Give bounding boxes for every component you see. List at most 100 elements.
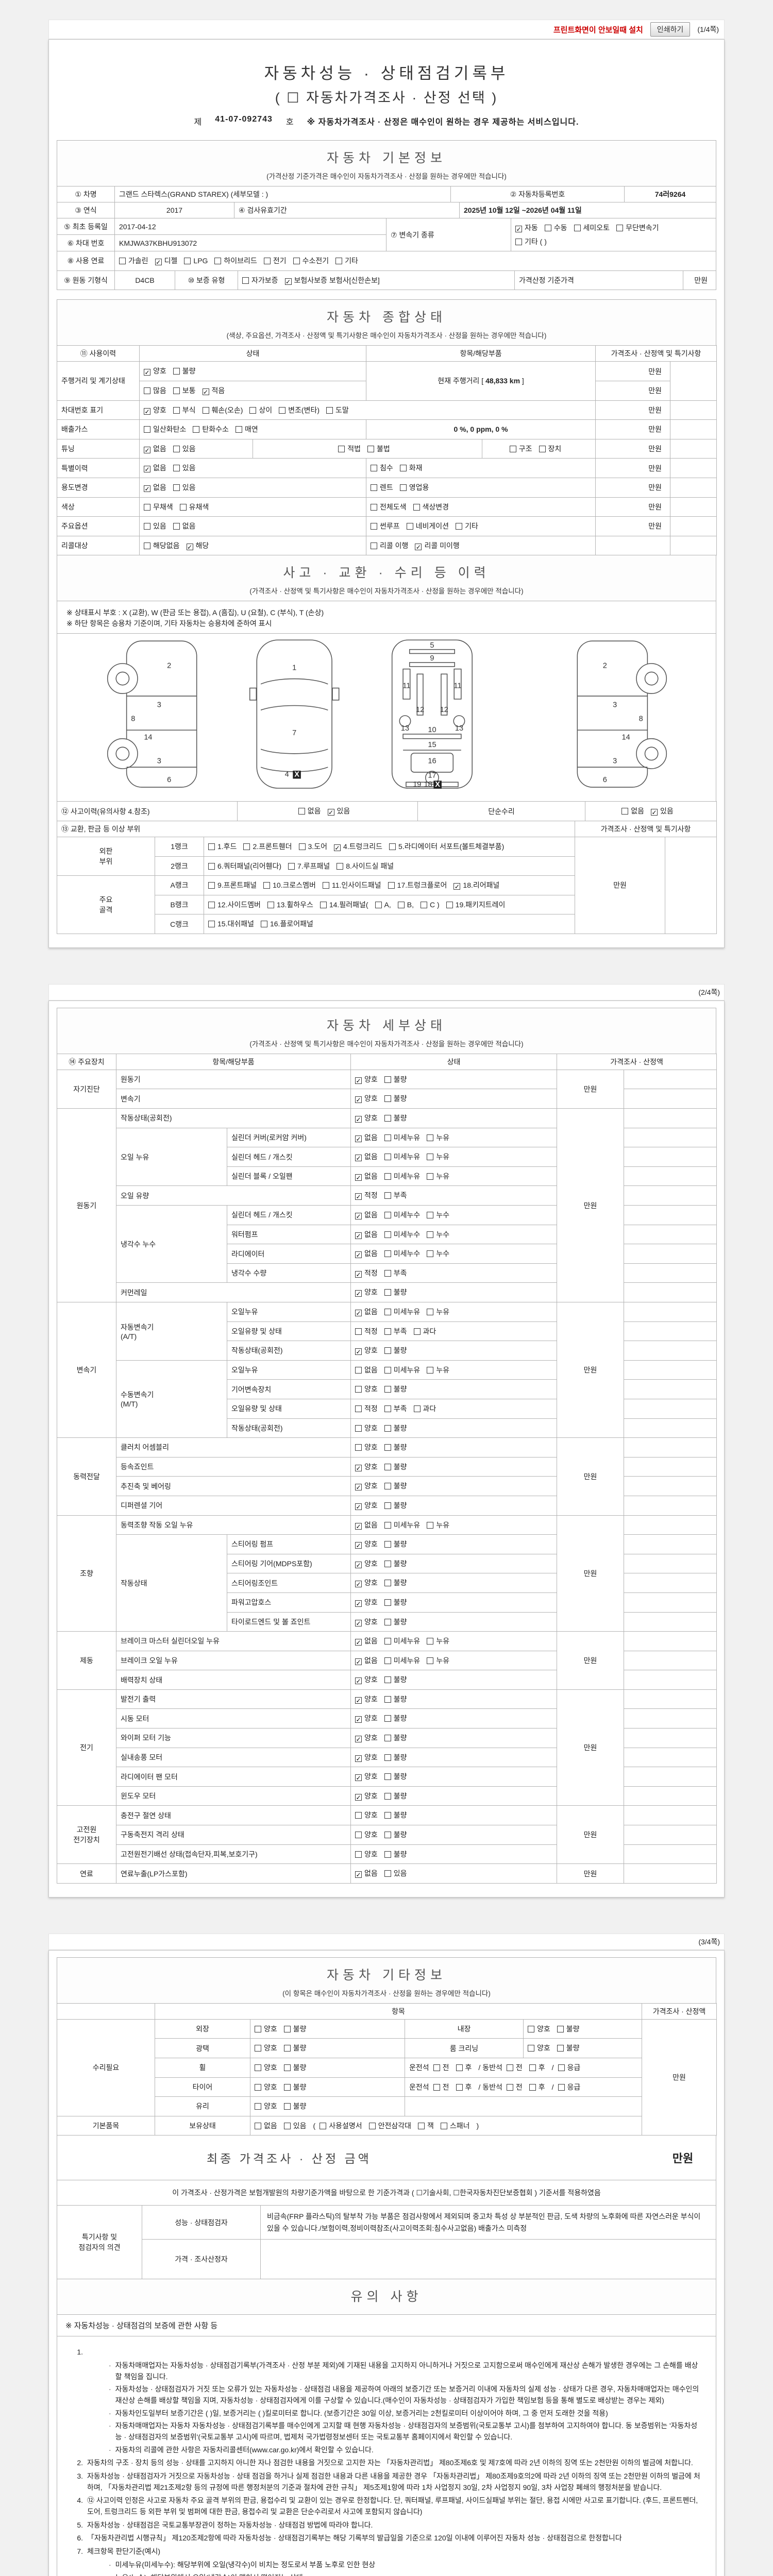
checkbox-unchecked[interactable] (338, 445, 345, 452)
checkbox-unchecked[interactable] (208, 862, 215, 870)
checkbox-unchecked[interactable] (384, 1347, 391, 1354)
checkbox-checked[interactable]: ✓ (355, 1658, 362, 1666)
checkbox-unchecked[interactable] (371, 465, 378, 472)
checkbox-unchecked[interactable] (384, 1676, 391, 1684)
checkbox-checked[interactable]: ✓ (144, 369, 150, 377)
checkbox-checked[interactable]: ✓ (415, 543, 422, 551)
checkbox-unchecked[interactable] (384, 1851, 391, 1858)
checkbox-unchecked[interactable] (144, 426, 150, 433)
checkbox-checked[interactable]: ✓ (355, 1348, 362, 1356)
checkbox-unchecked[interactable] (355, 1328, 362, 1335)
checkbox-unchecked[interactable] (144, 387, 150, 394)
checkbox-unchecked[interactable] (298, 843, 306, 850)
checkbox-unchecked[interactable] (506, 2064, 513, 2071)
checkbox-unchecked[interactable] (267, 901, 274, 908)
checkbox-unchecked[interactable] (384, 1366, 391, 1374)
checkbox-unchecked[interactable] (368, 2122, 376, 2129)
checkbox-unchecked[interactable] (208, 843, 215, 850)
checkbox-unchecked[interactable] (384, 1792, 391, 1800)
checkbox-unchecked[interactable] (320, 901, 327, 908)
checkbox-unchecked[interactable] (384, 1328, 391, 1335)
checkbox-checked[interactable]: ✓ (355, 1677, 362, 1685)
checkbox-checked[interactable]: ✓ (453, 883, 461, 891)
checkbox-unchecked[interactable] (427, 1250, 434, 1258)
checkbox-checked[interactable]: ✓ (355, 1736, 362, 1743)
checkbox-unchecked[interactable] (529, 2083, 536, 2091)
checkbox-checked[interactable]: ✓ (355, 1213, 362, 1221)
checkbox-checked[interactable]: ✓ (355, 1561, 362, 1569)
checkbox-unchecked[interactable] (173, 368, 180, 375)
checkbox-unchecked[interactable] (384, 1289, 391, 1296)
checkbox-unchecked[interactable] (399, 465, 407, 472)
checkbox-unchecked[interactable] (384, 1405, 391, 1412)
checkbox-unchecked[interactable] (242, 277, 249, 284)
checkbox-unchecked[interactable] (173, 484, 180, 491)
checkbox-checked[interactable]: ✓ (651, 809, 658, 817)
checkbox-unchecked[interactable] (255, 2064, 261, 2071)
checkbox-unchecked[interactable] (279, 406, 286, 414)
checkbox-unchecked[interactable] (255, 2122, 261, 2129)
checkbox-unchecked[interactable] (506, 2083, 513, 2091)
checkbox-unchecked[interactable] (384, 1386, 391, 1393)
checkbox-checked[interactable]: ✓ (355, 1503, 362, 1511)
checkbox-checked[interactable]: ✓ (355, 1116, 362, 1124)
checkbox-unchecked[interactable] (322, 882, 329, 889)
checkbox-unchecked[interactable] (413, 503, 420, 511)
checkbox-unchecked[interactable] (320, 2122, 327, 2129)
checkbox-unchecked[interactable] (384, 1154, 391, 1161)
checkbox-unchecked[interactable] (384, 1812, 391, 1819)
checkbox-unchecked[interactable] (509, 445, 516, 452)
checkbox-unchecked[interactable] (288, 862, 295, 870)
checkbox-unchecked[interactable] (283, 2025, 291, 2032)
checkbox-unchecked[interactable] (427, 1366, 434, 1374)
checkbox-checked[interactable]: ✓ (144, 466, 150, 473)
checkbox-unchecked[interactable] (427, 1173, 434, 1180)
checkbox-unchecked[interactable] (355, 1425, 362, 1432)
checkbox-unchecked[interactable] (384, 1483, 391, 1490)
checkbox-unchecked[interactable] (384, 1754, 391, 1761)
checkbox-checked[interactable]: ✓ (355, 1174, 362, 1181)
checkbox-unchecked[interactable] (193, 426, 200, 433)
checkbox-unchecked[interactable] (456, 2064, 463, 2071)
checkbox-unchecked[interactable] (420, 901, 427, 908)
checkbox-unchecked[interactable] (427, 1231, 434, 1238)
checkbox-unchecked[interactable] (208, 901, 215, 908)
checkbox-unchecked[interactable] (214, 258, 222, 265)
checkbox-unchecked[interactable] (384, 1599, 391, 1606)
checkbox-unchecked[interactable] (173, 445, 180, 452)
checkbox-checked[interactable]: ✓ (355, 1542, 362, 1550)
checkbox-unchecked[interactable] (440, 2122, 447, 2129)
checkbox-unchecked[interactable] (371, 542, 378, 549)
checkbox-checked[interactable]: ✓ (355, 1464, 362, 1472)
checkbox-unchecked[interactable] (283, 2064, 291, 2071)
checkbox-checked[interactable]: ✓ (355, 1484, 362, 1492)
checkbox-unchecked[interactable] (384, 1134, 391, 1141)
checkbox-checked[interactable]: ✓ (155, 259, 162, 266)
checkbox-unchecked[interactable] (413, 1328, 421, 1335)
checkbox-unchecked[interactable] (389, 843, 396, 850)
checkbox-unchecked[interactable] (384, 1521, 391, 1529)
checkbox-unchecked[interactable] (384, 1870, 391, 1877)
checkbox-unchecked[interactable] (544, 225, 551, 231)
print-install-notice[interactable]: 프린트화면이 안보일때 설치 (553, 25, 643, 35)
checkbox-unchecked[interactable] (427, 1638, 434, 1645)
checkbox-checked[interactable]: ✓ (355, 1193, 362, 1201)
checkbox-checked[interactable]: ✓ (144, 446, 150, 454)
checkbox-unchecked[interactable] (384, 1444, 391, 1451)
checkbox-checked[interactable]: ✓ (355, 1871, 362, 1879)
checkbox-unchecked[interactable] (119, 258, 126, 265)
checkbox-unchecked[interactable] (255, 2045, 261, 2052)
checkbox-checked[interactable]: ✓ (284, 278, 292, 285)
checkbox-unchecked[interactable] (427, 1212, 434, 1219)
checkbox-unchecked[interactable] (355, 1405, 362, 1412)
checkbox-unchecked[interactable] (384, 1618, 391, 1625)
checkbox-unchecked[interactable] (384, 1463, 391, 1470)
checkbox-unchecked[interactable] (558, 2083, 565, 2091)
checkbox-unchecked[interactable] (384, 1231, 391, 1238)
checkbox-unchecked[interactable] (427, 1154, 434, 1161)
checkbox-checked[interactable]: ✓ (355, 1290, 362, 1298)
checkbox-unchecked[interactable] (355, 1832, 362, 1839)
checkbox-unchecked[interactable] (283, 2103, 291, 2110)
checkbox-unchecked[interactable] (235, 426, 242, 433)
checkbox-unchecked[interactable] (539, 445, 546, 452)
